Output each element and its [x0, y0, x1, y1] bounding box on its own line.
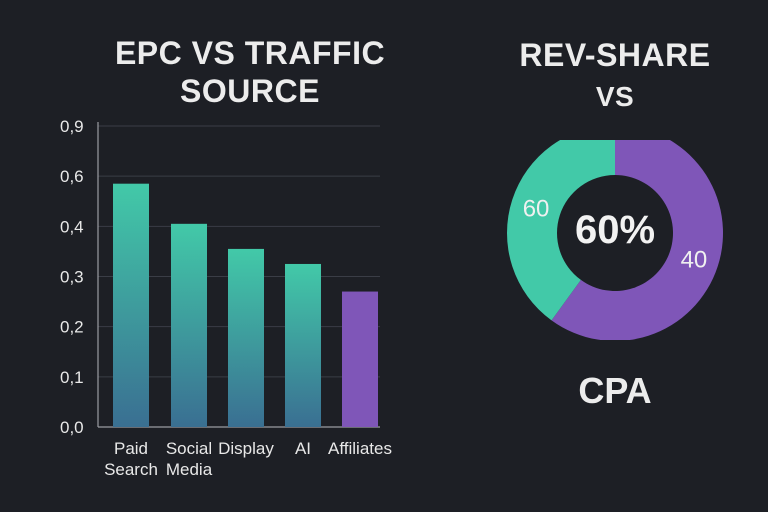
y-tick-label: 0,9 — [60, 117, 84, 136]
bar — [171, 223, 207, 427]
donut-bottom-label: CPA — [578, 370, 652, 411]
bar-chart-title: EPC VS TRAFFIC SOURCE — [60, 34, 440, 110]
y-tick-label: 0,3 — [60, 268, 84, 287]
bar — [113, 183, 149, 427]
y-tick-label: 0,1 — [60, 368, 84, 387]
y-tick-label: 0,2 — [60, 318, 84, 337]
bar-chart-title-line1: EPC VS TRAFFIC — [114, 35, 386, 71]
x-tick-label: Search — [104, 460, 158, 479]
x-tick-label: Social — [166, 439, 212, 458]
bar — [228, 248, 264, 427]
x-tick-label: AI — [295, 439, 311, 458]
donut-center-label: 60% — [574, 208, 656, 252]
donut-slice-label: 60 — [523, 195, 550, 222]
donut-chart-title-line1: REV-SHARE — [519, 37, 711, 73]
donut-slice — [551, 140, 723, 340]
bar-chart-title-line2: SOURCE — [180, 73, 320, 109]
bar — [342, 291, 378, 427]
donut-slice-label: 40 — [681, 247, 708, 274]
bar — [285, 263, 321, 427]
donut-slice — [506, 140, 615, 321]
donut-chart: 40 60 — [506, 140, 723, 340]
x-tick-label: Display — [218, 439, 274, 458]
y-tick-label: 0,0 — [60, 418, 84, 437]
y-tick-label: 0,4 — [60, 217, 84, 236]
y-tick-label: 0,6 — [60, 167, 84, 186]
bar-chart: 0,0 0,1 0,2 0,3 0,4 0,6 0,9 Paid Search Social Med… — [60, 117, 392, 479]
x-tick-label: Affiliates — [328, 439, 392, 458]
donut-chart-title-line2: VS — [595, 81, 635, 112]
donut-chart-title: REV-SHARE VS — [490, 34, 740, 118]
x-tick-label: Media — [166, 460, 213, 479]
x-tick-label: Paid — [114, 439, 148, 458]
